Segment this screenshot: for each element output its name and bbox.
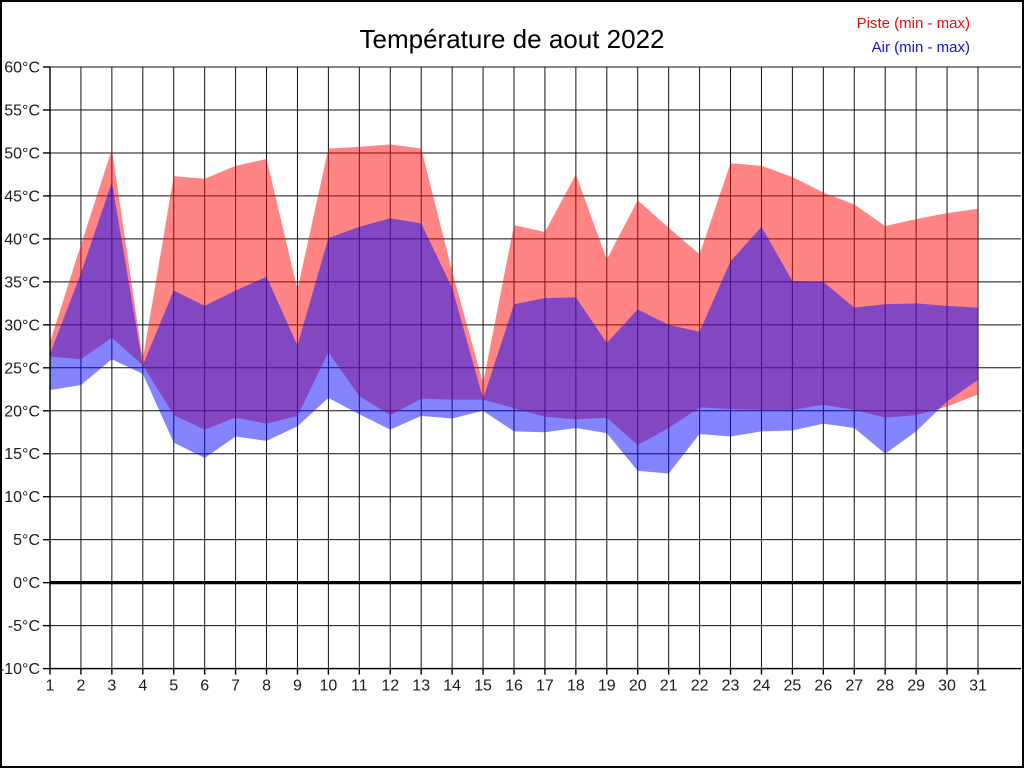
- x-tick-label: 5: [169, 678, 178, 695]
- x-tick-label: 19: [598, 678, 616, 695]
- x-tick-label: 6: [200, 678, 209, 695]
- x-tick-label: 4: [138, 678, 147, 695]
- x-tick-label: 20: [629, 678, 647, 695]
- y-tick-label: 20°C: [4, 403, 40, 420]
- y-tick-label: 40°C: [4, 231, 40, 248]
- x-tick-label: 12: [381, 678, 399, 695]
- x-tick-label: 2: [76, 678, 85, 695]
- x-tick-label: 1: [46, 678, 55, 695]
- x-tick-label: 28: [876, 678, 894, 695]
- x-tick-label: 13: [412, 678, 430, 695]
- legend: Piste (min - max) Air (min - max): [857, 12, 970, 60]
- x-tick-label: 16: [505, 678, 523, 695]
- legend-item-piste: Piste (min - max): [856, 15, 970, 32]
- y-tick-label: 60°C: [4, 60, 40, 77]
- x-tick-label: 17: [536, 678, 554, 695]
- x-tick-label: 9: [293, 678, 302, 695]
- x-tick-label: 26: [814, 678, 832, 695]
- y-tick-label: 45°C: [4, 188, 40, 205]
- y-tick-label: 55°C: [4, 102, 40, 119]
- x-tick-label: 18: [567, 678, 585, 695]
- x-tick-label: 30: [938, 678, 956, 695]
- air-band: [50, 182, 978, 474]
- x-tick-label: 7: [231, 678, 240, 695]
- x-tick-label: 25: [784, 678, 802, 695]
- y-tick-label: 0°C: [13, 575, 40, 592]
- y-tick-label: 50°C: [4, 145, 40, 162]
- x-tick-label: 10: [320, 678, 338, 695]
- x-tick-label: 22: [691, 678, 709, 695]
- y-tick-label: -5°C: [8, 618, 40, 635]
- legend-item-air: Air (min - max): [871, 39, 970, 56]
- y-tick-label: 30°C: [4, 317, 40, 334]
- x-tick-label: 27: [845, 678, 863, 695]
- x-tick-label: 21: [660, 678, 678, 695]
- x-tick-label: 3: [107, 678, 116, 695]
- y-tick-label: 25°C: [4, 360, 40, 377]
- y-tick-label: 35°C: [4, 274, 40, 291]
- x-tick-label: 14: [443, 678, 461, 695]
- x-tick-label: 15: [474, 678, 492, 695]
- y-tick-label: -10°C: [2, 661, 40, 678]
- x-tick-label: 8: [262, 678, 271, 695]
- y-tick-label: 10°C: [4, 489, 40, 506]
- x-tick-label: 29: [907, 678, 925, 695]
- x-tick-label: 23: [722, 678, 740, 695]
- y-tick-label: 5°C: [13, 532, 40, 549]
- x-tick-label: 31: [969, 678, 987, 695]
- chart-title: Température de aout 2022: [359, 24, 665, 54]
- x-tick-label: 24: [753, 678, 771, 695]
- y-tick-label: 15°C: [4, 446, 40, 463]
- x-tick-label: 11: [351, 678, 368, 695]
